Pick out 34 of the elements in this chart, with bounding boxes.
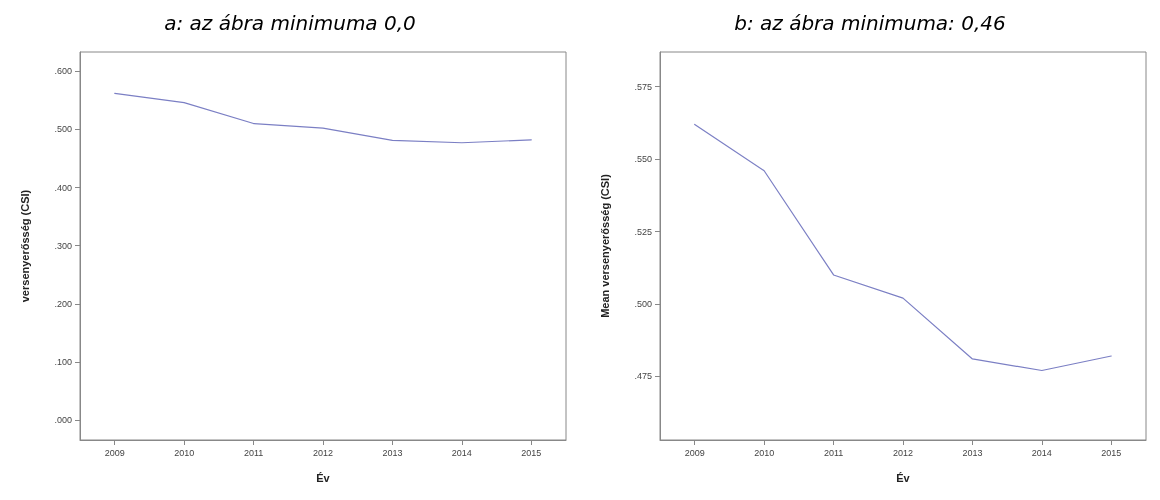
x-tick-label: 2009 — [104, 447, 125, 458]
x-tick-label: 2014 — [1031, 447, 1052, 458]
y-tick-label: .475 — [634, 371, 652, 382]
x-tick-label: 2012 — [312, 447, 334, 458]
x-tick-label: 2010 — [754, 447, 775, 458]
line-series — [694, 123, 1112, 372]
x-axis-title: Év — [316, 471, 331, 484]
x-tick-label: 2013 — [382, 447, 403, 458]
x-tick-label: 2013 — [962, 447, 983, 458]
y-tick-label: .525 — [634, 226, 652, 237]
y-tick-label: .300 — [54, 240, 72, 251]
chart-title: a: az ábra minimuma 0,0 — [164, 11, 416, 35]
y-axis-title: Mean versenyerősség (CSI) — [598, 173, 611, 318]
y-tick-label: .100 — [54, 357, 72, 368]
x-axis-title: Év — [896, 471, 911, 484]
x-tick-label: 2015 — [1101, 447, 1122, 458]
line-series — [114, 92, 532, 144]
y-tick-label: .550 — [634, 154, 652, 165]
x-tick-label: 2009 — [684, 447, 705, 458]
x-tick-label: 2010 — [174, 447, 195, 458]
chart-title: b: az ábra minimuma: 0,46 — [734, 11, 1006, 35]
x-tick-label: 2015 — [521, 447, 542, 458]
y-tick-label: .500 — [54, 124, 72, 135]
y-axis-title: versenyerősség (CSI) — [18, 189, 31, 303]
y-tick-label: .600 — [54, 66, 72, 77]
y-tick-label: .500 — [634, 298, 652, 309]
x-tick-label: 2014 — [451, 447, 472, 458]
x-tick-label: 2011 — [823, 447, 844, 458]
y-tick-label: .400 — [54, 182, 72, 193]
x-tick-label: 2011 — [243, 447, 264, 458]
y-tick-label: .000 — [54, 415, 72, 426]
x-tick-label: 2012 — [892, 447, 914, 458]
y-tick-label: .575 — [634, 81, 652, 92]
y-tick-label: .200 — [54, 298, 72, 309]
